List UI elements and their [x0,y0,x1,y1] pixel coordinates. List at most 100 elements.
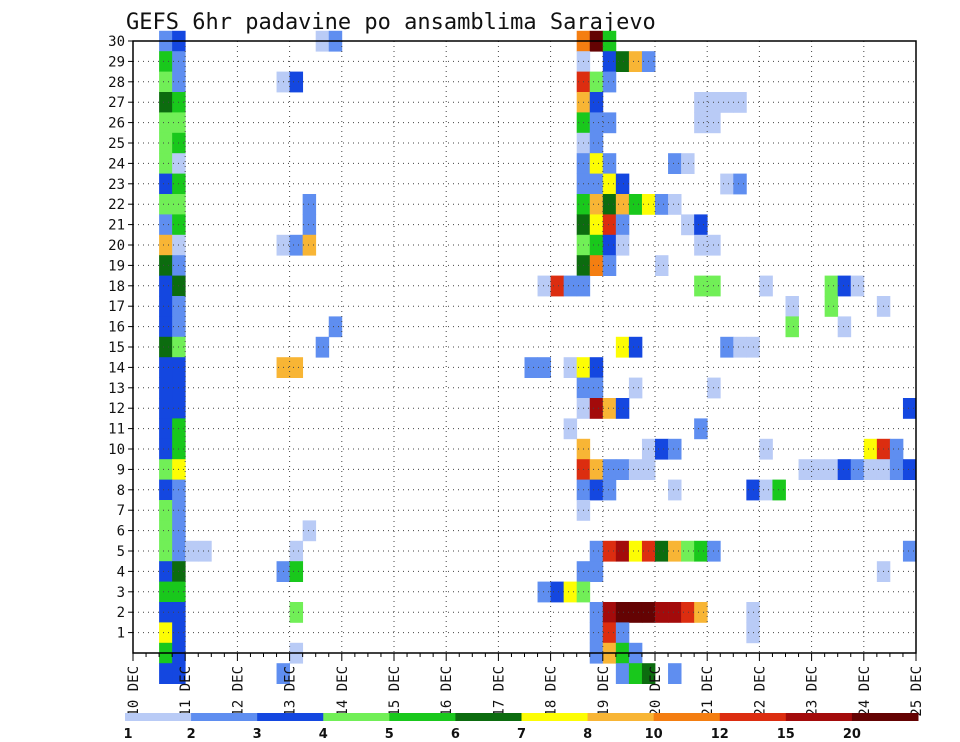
precip-cell [159,479,173,501]
x-axis: 10 DEC 11 DEC 12 DEC 13 DEC 14 DEC 15 DEC 16 D… [126,653,925,717]
colorbar-swatch [851,713,919,721]
y-tick-label: 4 [117,564,125,580]
y-tick-label: 5 [117,544,125,560]
precip-cell [302,214,317,236]
precip-cell [824,459,839,480]
precip-cell [602,622,617,644]
precip-cell [159,194,173,215]
precip-cell [289,234,304,256]
x-tick-label: 17 DEC [491,666,507,717]
y-tick-label: 19 [108,258,125,274]
x-tick-label: 11 DEC [178,666,194,717]
colorbar-swatch [587,713,655,721]
precip-cell [615,459,630,480]
precip-cell [615,336,630,358]
precip-cell [720,92,734,113]
precip-cell [759,479,773,501]
precip-cell [563,581,578,603]
precip-cell [615,663,630,684]
precip-cell [615,622,630,644]
precip-cell [602,255,617,276]
precip-cell [824,296,839,317]
y-tick-label: 3 [117,585,125,601]
precip-cell [537,581,551,603]
x-tick-label: 13 DEC [283,666,299,717]
precip-cell [785,316,799,338]
x-tick-label: 10 DEC [126,666,142,717]
x-tick-label: 15 DEC [387,666,403,717]
precip-cell [628,540,643,562]
precip-cell [668,479,682,501]
precip-cell [159,663,173,684]
precip-cell [159,275,173,297]
precip-cell [615,398,630,419]
y-tick-label: 28 [108,75,125,91]
precip-cell [837,275,852,297]
precip-cell [655,602,669,623]
y-tick-label: 27 [108,95,125,111]
precip-cell [159,255,173,276]
precip-cell [615,540,630,562]
precip-cell [589,622,604,644]
precip-cell [902,459,917,480]
precip-cell [159,438,173,460]
y-tick-label: 2 [117,605,125,621]
x-tick-label: 23 DEC [805,666,821,717]
precip-cell [863,459,878,480]
precip-cell [589,377,604,399]
precip-cell [772,479,786,501]
colorbar-label: 7 [517,727,526,742]
precip-cell [628,377,643,399]
precip-cell [641,663,656,684]
precip-cell [602,540,617,562]
precip-cell [563,357,578,378]
precip-cell [589,71,604,93]
precip-cell [668,194,682,215]
precip-cell [563,418,578,440]
colorbar-label: 3 [253,727,262,742]
precip-cell [602,51,617,72]
colorbar-swatch [389,713,456,721]
precip-cell [681,153,695,174]
precip-cell [159,540,173,562]
x-tick-label: 20 DEC [648,666,664,717]
precip-cell [198,540,212,562]
precip-cell [655,438,669,460]
y-tick-label: 6 [117,524,125,540]
y-tick-label: 30 [108,34,125,50]
precip-cell [837,316,852,338]
x-tick-label: 18 DEC [544,666,560,717]
y-tick-label: 20 [108,238,125,254]
y-tick-label: 1 [117,626,125,642]
precip-cell [850,275,865,297]
precip-cell [185,540,199,562]
precip-cell [668,602,682,623]
precip-cell [589,214,604,236]
precip-cell [589,255,604,276]
colorbar-label: 4 [319,727,328,742]
y-tick-label: 17 [108,299,125,315]
precip-cell [902,540,917,562]
precip-cell [172,663,186,684]
precip-cell [159,296,173,317]
precip-cell [655,540,669,562]
precip-cell [159,132,173,154]
precip-cell [720,336,734,358]
x-tick-label: 14 DEC [335,666,351,717]
precip-cell [589,479,604,501]
x-tick-label: 16 DEC [439,666,455,717]
colorbar-label: 12 [711,727,729,742]
precip-cell [159,234,173,256]
y-tick-label: 25 [108,136,125,152]
precip-cell [589,132,604,154]
precip-cell [785,296,799,317]
precip-cell [159,357,173,378]
precip-cell [159,71,173,93]
y-tick-label: 10 [108,442,125,458]
precip-cell [589,234,604,256]
precip-cell [628,51,643,72]
precip-cell [694,275,708,297]
precip-cell [615,194,630,215]
colorbar-label: 5 [385,727,394,742]
precip-cell [302,194,317,215]
